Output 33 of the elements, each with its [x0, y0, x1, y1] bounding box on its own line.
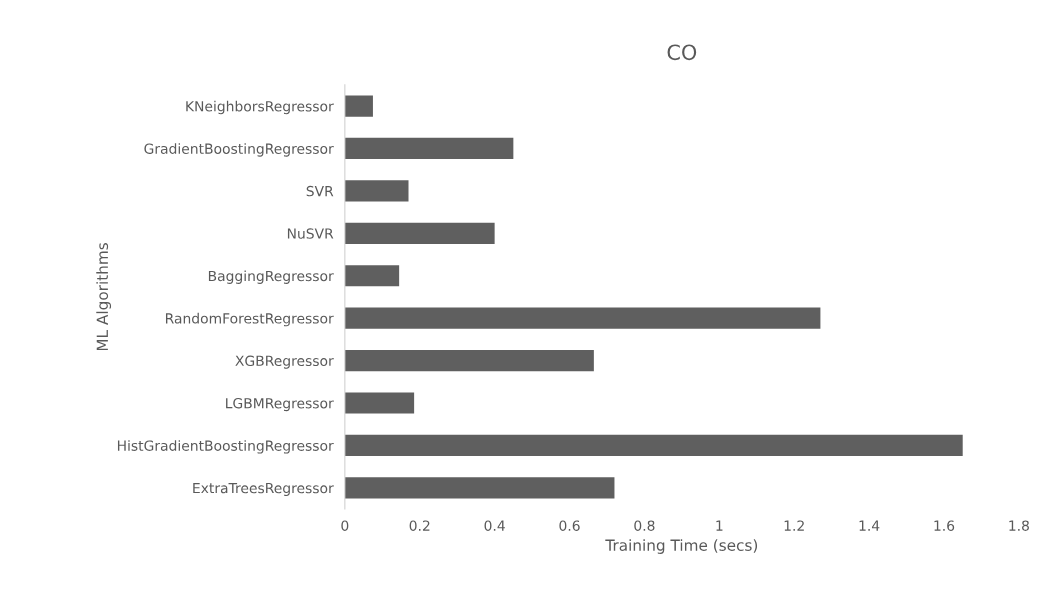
y-tick-label: BaggingRegressor [208, 270, 334, 284]
x-tick-label: 1 [716, 520, 723, 531]
x-tick-label: 1.4 [859, 520, 880, 531]
x-tick-label: 0.2 [409, 520, 430, 531]
bar [344, 307, 821, 329]
bar [344, 392, 415, 414]
bar [344, 180, 409, 202]
x-tick-label: 1.2 [784, 520, 804, 531]
x-tick-label: 0.4 [484, 520, 505, 531]
y-tick-label: XGBRegressor [235, 355, 334, 369]
y-tick-label: KNeighborsRegressor [186, 100, 334, 115]
bar [344, 222, 495, 244]
chart-title: CO [667, 44, 697, 61]
bar [344, 477, 615, 499]
y-tick-label: SVR [306, 185, 334, 197]
y-tick-label: ExtraTreesRegressor [193, 482, 334, 496]
bar [344, 265, 400, 287]
bar [344, 434, 963, 457]
bar [344, 349, 594, 372]
y-tick-label: LGBMRegressor [226, 397, 334, 412]
bar [344, 137, 514, 160]
x-tick-label: 0.8 [634, 520, 655, 531]
x-tick-label: 0 [341, 520, 349, 531]
x-axis-title: Training Time (secs) [605, 539, 758, 554]
y-axis-title: ML Algorithms [96, 243, 112, 351]
x-tick-label: 1.6 [934, 520, 955, 531]
y-tick-label: HistGradientBoostingRegressor [117, 440, 334, 454]
y-tick-label: NuSVR [287, 228, 334, 239]
bar [344, 95, 373, 117]
x-tick-label: 1.8 [1009, 520, 1029, 531]
y-tick-label: RandomForestRegressor [165, 312, 334, 327]
y-tick-label: GradientBoostingRegressor [144, 143, 334, 157]
x-tick-label: 0.6 [559, 520, 580, 531]
